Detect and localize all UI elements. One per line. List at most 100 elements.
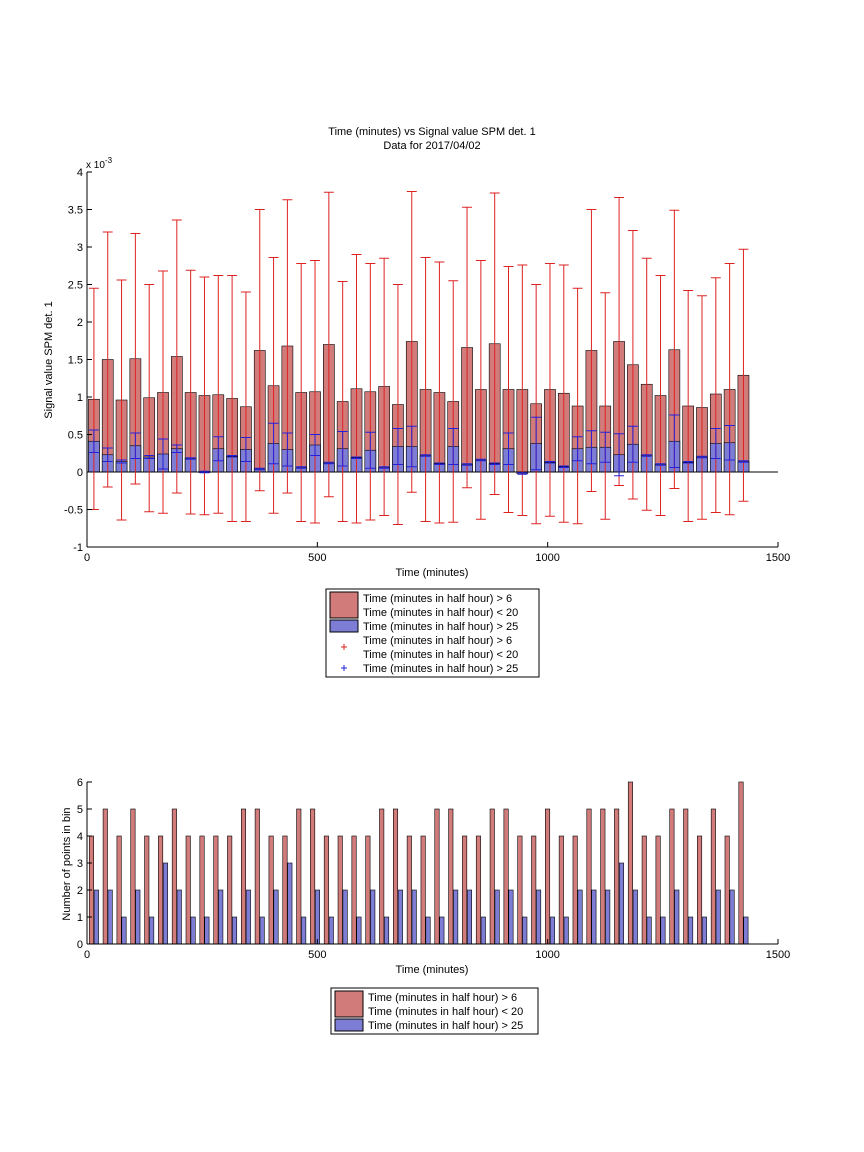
count-chart-x-label: Time (minutes) (396, 964, 469, 976)
count-bar-series-2 (466, 889, 472, 945)
count-legend-patch (334, 990, 364, 1018)
count-bar-series-1 (448, 808, 454, 945)
count-chart-legend: Time (minutes in half hour) > 6 Time (min… (330, 987, 539, 1035)
count-bar-series-1 (655, 835, 661, 945)
count-legend-entry-text: Time (minutes in half hour) > 6 (368, 992, 517, 1004)
count-bar-series-1 (296, 808, 302, 945)
count-bar-series-1 (351, 835, 357, 945)
signal-legend-patch (329, 619, 359, 633)
count-bar-series-2 (232, 916, 238, 945)
count-bar-series-2 (715, 889, 721, 945)
count-legend-entry-text: Time (minutes in half hour) > 25 (368, 1020, 523, 1032)
signal-chart-y-label: Signal value SPM det. 1 (43, 301, 55, 418)
count-bar-series-2 (743, 916, 749, 945)
chart-title: Time (minutes) vs Signal value SPM det. … (328, 126, 535, 138)
count-chart-x-tick-label: 0 (84, 949, 90, 961)
count-bar-series-1 (697, 835, 703, 945)
count-bar-series-1 (475, 835, 481, 945)
count-bar-series-1 (683, 808, 689, 945)
signal-chart-x-tick-label: 1000 (535, 552, 559, 564)
count-bar-series-1 (171, 808, 177, 945)
count-bar-series-2 (411, 889, 417, 945)
count-bar-series-2 (425, 916, 431, 945)
signal-chart-y-tick-label: 3.5 (68, 205, 83, 217)
count-bar-series-1 (227, 835, 233, 945)
count-bar-series-1 (102, 808, 108, 945)
count-chart-y-tick-label: 5 (77, 804, 83, 816)
signal-chart-x-tick-label: 1500 (766, 552, 790, 564)
count-bar-series-2 (494, 889, 500, 945)
count-bar-series-1 (545, 808, 551, 945)
y-exponent-label: x 10-3 (86, 156, 113, 171)
count-bar-series-1 (268, 835, 274, 945)
count-bar-series-2 (618, 862, 625, 945)
signal-chart-y-tick-label: 0 (77, 467, 83, 479)
count-bar-series-2 (149, 916, 155, 945)
count-bar-series-2 (591, 889, 597, 945)
signal-legend-entry-text: Time (minutes in half hour) < 20 (363, 607, 518, 619)
count-bar-series-2 (342, 889, 348, 945)
count-bar-series-2 (301, 916, 307, 945)
count-bar-series-1 (406, 835, 412, 945)
count-bar-series-1 (213, 835, 219, 945)
count-chart: 0 500 1000 1500 0 1 2 3 4 5 6 (77, 777, 790, 961)
count-bar-series-1 (240, 808, 247, 945)
count-bar-series-1 (586, 808, 592, 945)
signal-chart-legend: Time (minutes in half hour) > 6 Time (min… (325, 588, 540, 678)
count-bar-series-2 (508, 889, 514, 945)
count-bar-series-2 (660, 916, 666, 945)
count-bar-series-2 (370, 889, 376, 945)
count-bar-series-2 (93, 889, 99, 945)
count-bar-series-2 (121, 916, 127, 945)
signal-legend-entry-text: Time (minutes in half hour) < 20 (363, 649, 518, 661)
signal-chart-y-tick-label: 1.5 (68, 355, 83, 367)
count-bar-series-2 (480, 916, 486, 945)
count-bar-series-1 (558, 835, 564, 945)
count-bar-series-2 (273, 889, 279, 945)
signal-legend-patch (329, 591, 359, 619)
count-bar-series-2 (314, 889, 320, 945)
signal-chart: 0 500 1000 1500 -1 -0.5 0 0.5 1 1.5 2 2.5 3 3.5 4 (64, 167, 790, 564)
count-bar-series-2 (397, 889, 403, 945)
count-bar-series-1 (254, 808, 260, 945)
count-bar-series-1 (503, 808, 509, 945)
count-chart-y-tick-label: 4 (77, 831, 83, 843)
count-bar-series-1 (393, 808, 399, 945)
count-bar-series-2 (287, 862, 293, 945)
count-bar-series-2 (701, 916, 707, 945)
count-bar-series-1 (738, 781, 744, 945)
chart-subtitle: Data for 2017/04/02 (383, 140, 480, 152)
count-bar-series-1 (641, 835, 647, 945)
count-chart-y-label: Number of points in bin (61, 807, 73, 920)
count-bar-series-2 (632, 889, 638, 945)
signal-legend-entry-text: Time (minutes in half hour) > 25 (363, 663, 518, 675)
count-bar-series-2 (356, 916, 362, 945)
count-bar-series-2 (646, 916, 652, 945)
signal-chart-y-tick-label: -0.5 (64, 505, 83, 517)
count-bar-series-2 (729, 889, 735, 945)
count-legend-entry-text: Time (minutes in half hour) < 20 (368, 1006, 523, 1018)
count-bar-series-1 (144, 835, 150, 945)
count-bar-series-2 (204, 916, 210, 945)
count-bar-series-2 (218, 889, 224, 945)
signal-chart-x-label: Time (minutes) (396, 567, 469, 579)
count-bar-series-1 (185, 835, 191, 945)
count-bar-series-1 (420, 835, 426, 945)
count-bar-series-1 (199, 835, 205, 945)
signal-chart-y-tick-label: 2 (77, 317, 83, 329)
count-bar-series-2 (536, 889, 542, 945)
signal-chart-y-tick-label: 3 (77, 242, 83, 254)
count-bar-series-2 (549, 916, 555, 945)
count-legend-patch (334, 1018, 364, 1032)
count-bar-series-2 (190, 916, 196, 945)
count-bar-series-1 (462, 835, 468, 945)
count-chart-y-tick-label: 3 (77, 858, 83, 870)
count-bar-series-1 (627, 781, 633, 945)
count-chart-y-tick-label: 2 (77, 885, 83, 897)
count-bar-series-2 (328, 916, 334, 945)
count-bar-series-2 (453, 889, 459, 945)
count-bar-series-2 (176, 889, 182, 945)
count-bar-series-1 (158, 835, 164, 945)
signal-legend-box (325, 588, 540, 678)
count-bar-series-2 (577, 889, 583, 945)
